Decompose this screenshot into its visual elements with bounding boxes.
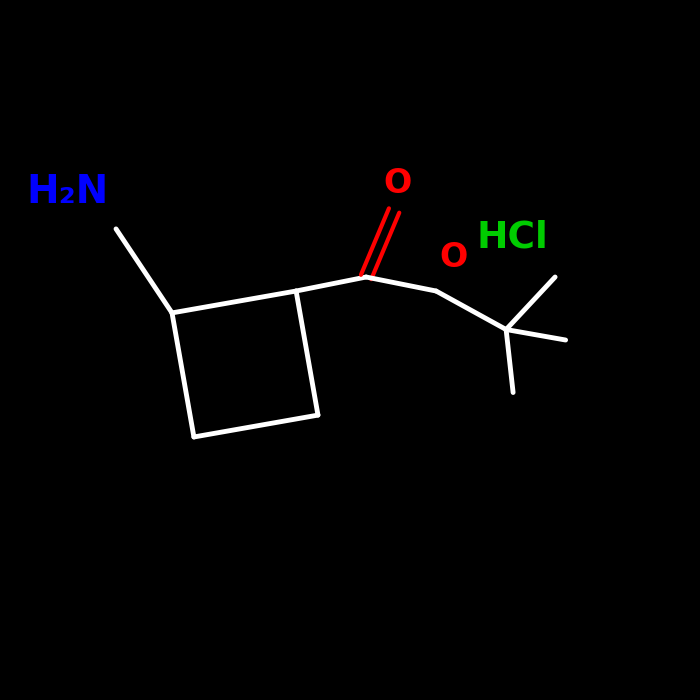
Text: HCl: HCl [476,220,547,256]
Text: H₂N: H₂N [27,174,109,211]
Text: O: O [440,241,468,274]
Text: O: O [384,167,412,200]
